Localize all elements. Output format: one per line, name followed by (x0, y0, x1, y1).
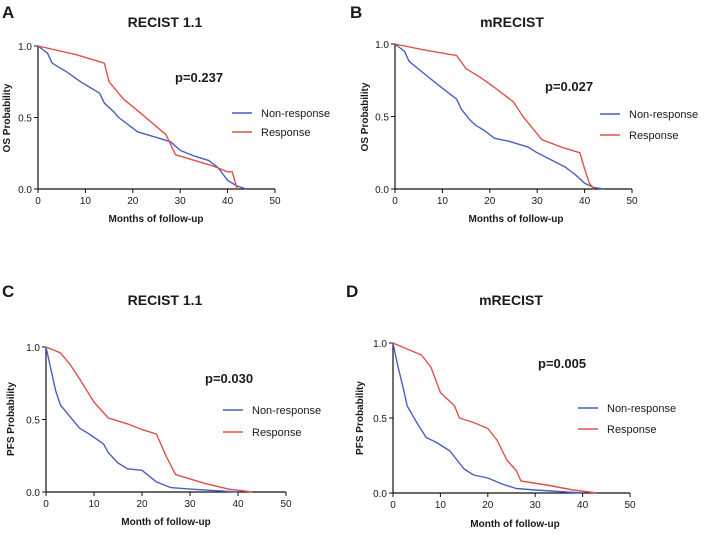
y-tick-label: 0.5 (373, 414, 387, 425)
x-tick-label: 0 (392, 196, 398, 207)
series-line-response (392, 342, 597, 494)
y-tick-label: 0.5 (375, 113, 389, 124)
x-axis-label: Months of follow-up (109, 214, 204, 225)
x-axis-label: Month of follow-up (121, 517, 210, 528)
p-value-annotation: p=0.005 (538, 356, 586, 371)
x-tick-label: 10 (437, 196, 449, 207)
chart-title: mRECIST (480, 14, 544, 30)
x-tick-label: 20 (484, 196, 496, 207)
series-line-response (45, 346, 253, 493)
x-tick-label: 0 (43, 499, 49, 510)
x-tick-label: 40 (579, 196, 591, 207)
legend-label: Response (629, 130, 679, 142)
x-tick-label: 20 (136, 499, 148, 510)
chart-title: mRECIST (479, 292, 543, 308)
x-tick-label: 20 (127, 196, 139, 207)
chart-title: RECIST 1.1 (128, 292, 203, 308)
x-axis-label: Month of follow-up (470, 519, 559, 530)
legend-label: Non-response (629, 109, 698, 121)
y-tick-label: 1.0 (18, 42, 32, 53)
y-tick-label: 0.0 (375, 185, 389, 196)
x-axis-label: Months of follow-up (469, 214, 564, 225)
y-axis-label: PFS Probability (6, 382, 17, 456)
panel-letter: C (2, 282, 14, 301)
y-tick-label: 1.0 (373, 339, 387, 350)
p-value-annotation: p=0.027 (545, 79, 593, 94)
p-value-annotation: p=0.237 (175, 70, 223, 85)
y-tick-label: 0.5 (26, 416, 40, 427)
y-tick-label: 1.0 (26, 343, 40, 354)
series-line-response (37, 45, 238, 190)
x-tick-label: 10 (80, 196, 92, 207)
chart-panel-a: A RECIST 1.1 0 10 20 30 40 50 0.0 0.5 1.0 Months of… (2, 3, 330, 225)
legend: Non-response Response (232, 108, 330, 139)
legend-label: Non-response (607, 403, 676, 415)
x-tick-label: 30 (532, 196, 544, 207)
y-tick-label: 0.0 (18, 185, 32, 196)
y-axis-label: PFS Probability (355, 381, 366, 455)
legend: Non-response Response (600, 109, 698, 142)
x-tick-label: 50 (269, 196, 281, 207)
y-tick-label: 0.0 (373, 489, 387, 500)
chart-title: RECIST 1.1 (128, 14, 203, 30)
panel-letter: B (350, 3, 362, 22)
panel-letter: A (2, 3, 14, 22)
x-tick-label: 50 (626, 196, 638, 207)
legend-label: Non-response (252, 405, 321, 417)
y-tick-label: 0.0 (26, 488, 40, 499)
legend-label: Non-response (261, 108, 330, 120)
series-line-non-response (37, 45, 247, 190)
x-tick-label: 0 (390, 500, 396, 511)
series-line-response (394, 43, 595, 190)
p-value-annotation: p=0.030 (205, 371, 253, 386)
x-tick-label: 30 (530, 500, 542, 511)
legend-label: Response (607, 424, 657, 436)
x-tick-label: 20 (482, 500, 494, 511)
x-tick-label: 30 (175, 196, 187, 207)
panel-letter: D (346, 282, 358, 301)
legend: Non-response Response (223, 405, 321, 439)
x-tick-label: 10 (88, 499, 100, 510)
series-line-non-response (392, 342, 583, 494)
x-tick-label: 40 (222, 196, 234, 207)
x-tick-label: 50 (624, 500, 636, 511)
legend-label: Response (252, 427, 302, 439)
x-tick-label: 40 (577, 500, 589, 511)
x-tick-label: 50 (280, 499, 292, 510)
chart-panel-c: C RECIST 1.1 0 10 20 30 40 50 0.0 0.5 1.0 Month of … (2, 282, 321, 528)
legend-label: Response (261, 127, 311, 139)
y-axis-label: OS Probability (2, 83, 13, 152)
series-line-non-response (45, 346, 239, 493)
x-tick-label: 0 (35, 196, 41, 207)
y-axis-label: OS Probability (360, 82, 371, 151)
x-tick-label: 30 (184, 499, 196, 510)
legend: Non-response Response (578, 403, 676, 436)
series-line-non-response (394, 43, 604, 190)
x-tick-label: 40 (232, 499, 244, 510)
y-tick-label: 0.5 (18, 114, 32, 125)
x-tick-label: 10 (435, 500, 447, 511)
y-tick-label: 1.0 (375, 40, 389, 51)
